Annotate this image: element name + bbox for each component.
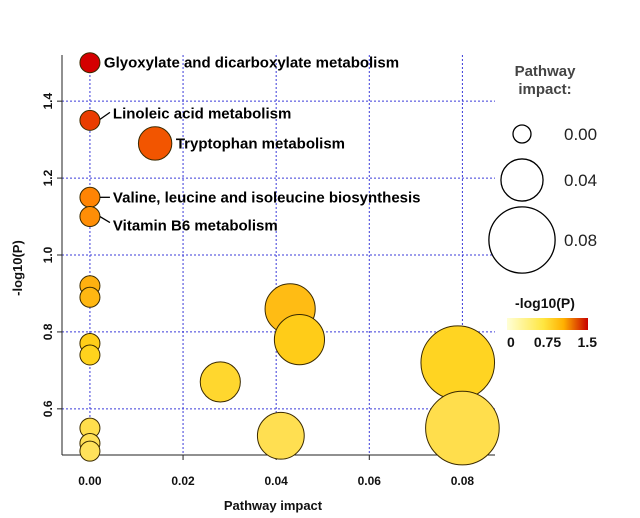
x-tick-label: 0.04	[264, 474, 288, 488]
data-point	[79, 440, 101, 462]
y-tick-label: 1.0	[41, 246, 55, 263]
color-legend-tick-label: 1.5	[578, 334, 598, 350]
color-legend: -log10(P) 0 0.75 1.5	[507, 295, 597, 350]
point-annotations: Glyoxylate and dicarboxylate metabolism L…	[99, 55, 421, 235]
x-axis-title: Pathway impact	[224, 498, 323, 513]
data-point	[79, 286, 101, 308]
x-tick-label: 0.08	[451, 474, 475, 488]
x-tick-label: 0.00	[78, 474, 102, 488]
size-legend-label: 0.08	[564, 231, 597, 250]
annotation-label: Linoleic acid metabolism	[113, 105, 291, 122]
size-legend-circle	[488, 206, 556, 274]
data-point	[273, 314, 326, 366]
data-point	[79, 206, 101, 228]
y-tick-label: 1.2	[41, 169, 55, 186]
size-legend-label: 0.04	[564, 171, 597, 190]
x-tick-label: 0.06	[358, 474, 382, 488]
size-legend-title: impact:	[518, 81, 571, 98]
size-legend-circle	[512, 124, 532, 144]
y-tick-label: 0.8	[41, 323, 55, 340]
data-points	[79, 52, 500, 466]
data-point	[79, 186, 101, 208]
annotation-label: Valine, leucine and isoleucine biosynthe…	[113, 189, 421, 206]
color-legend-tick-label: 0	[507, 334, 515, 350]
data-point	[199, 361, 241, 403]
y-tick-label: 0.6	[41, 400, 55, 417]
color-legend-tick-label: 0.75	[534, 334, 561, 350]
data-point	[137, 126, 173, 161]
annotation-label: Vitamin B6 metabolism	[113, 218, 278, 235]
data-point	[79, 52, 101, 74]
annotation-leader-line	[99, 111, 111, 120]
annotation-label: Glyoxylate and dicarboxylate metabolism	[104, 55, 399, 72]
data-point	[79, 344, 101, 366]
annotation-label: Tryptophan metabolism	[176, 135, 345, 152]
color-bar	[507, 318, 588, 330]
data-point	[420, 325, 496, 400]
color-legend-title: -log10(P)	[515, 295, 575, 311]
data-point	[256, 411, 305, 460]
y-tick-label: 1.4	[41, 92, 55, 109]
y-axis-title: -log10(P)	[10, 240, 25, 296]
size-legend-label: 0.00	[564, 125, 597, 144]
annotation-leader-line	[99, 215, 111, 224]
size-legend-title: Pathway	[515, 63, 577, 80]
data-point	[425, 390, 500, 466]
x-tick-label: 0.02	[171, 474, 195, 488]
data-point	[79, 109, 101, 131]
size-legend-circle	[500, 158, 544, 202]
